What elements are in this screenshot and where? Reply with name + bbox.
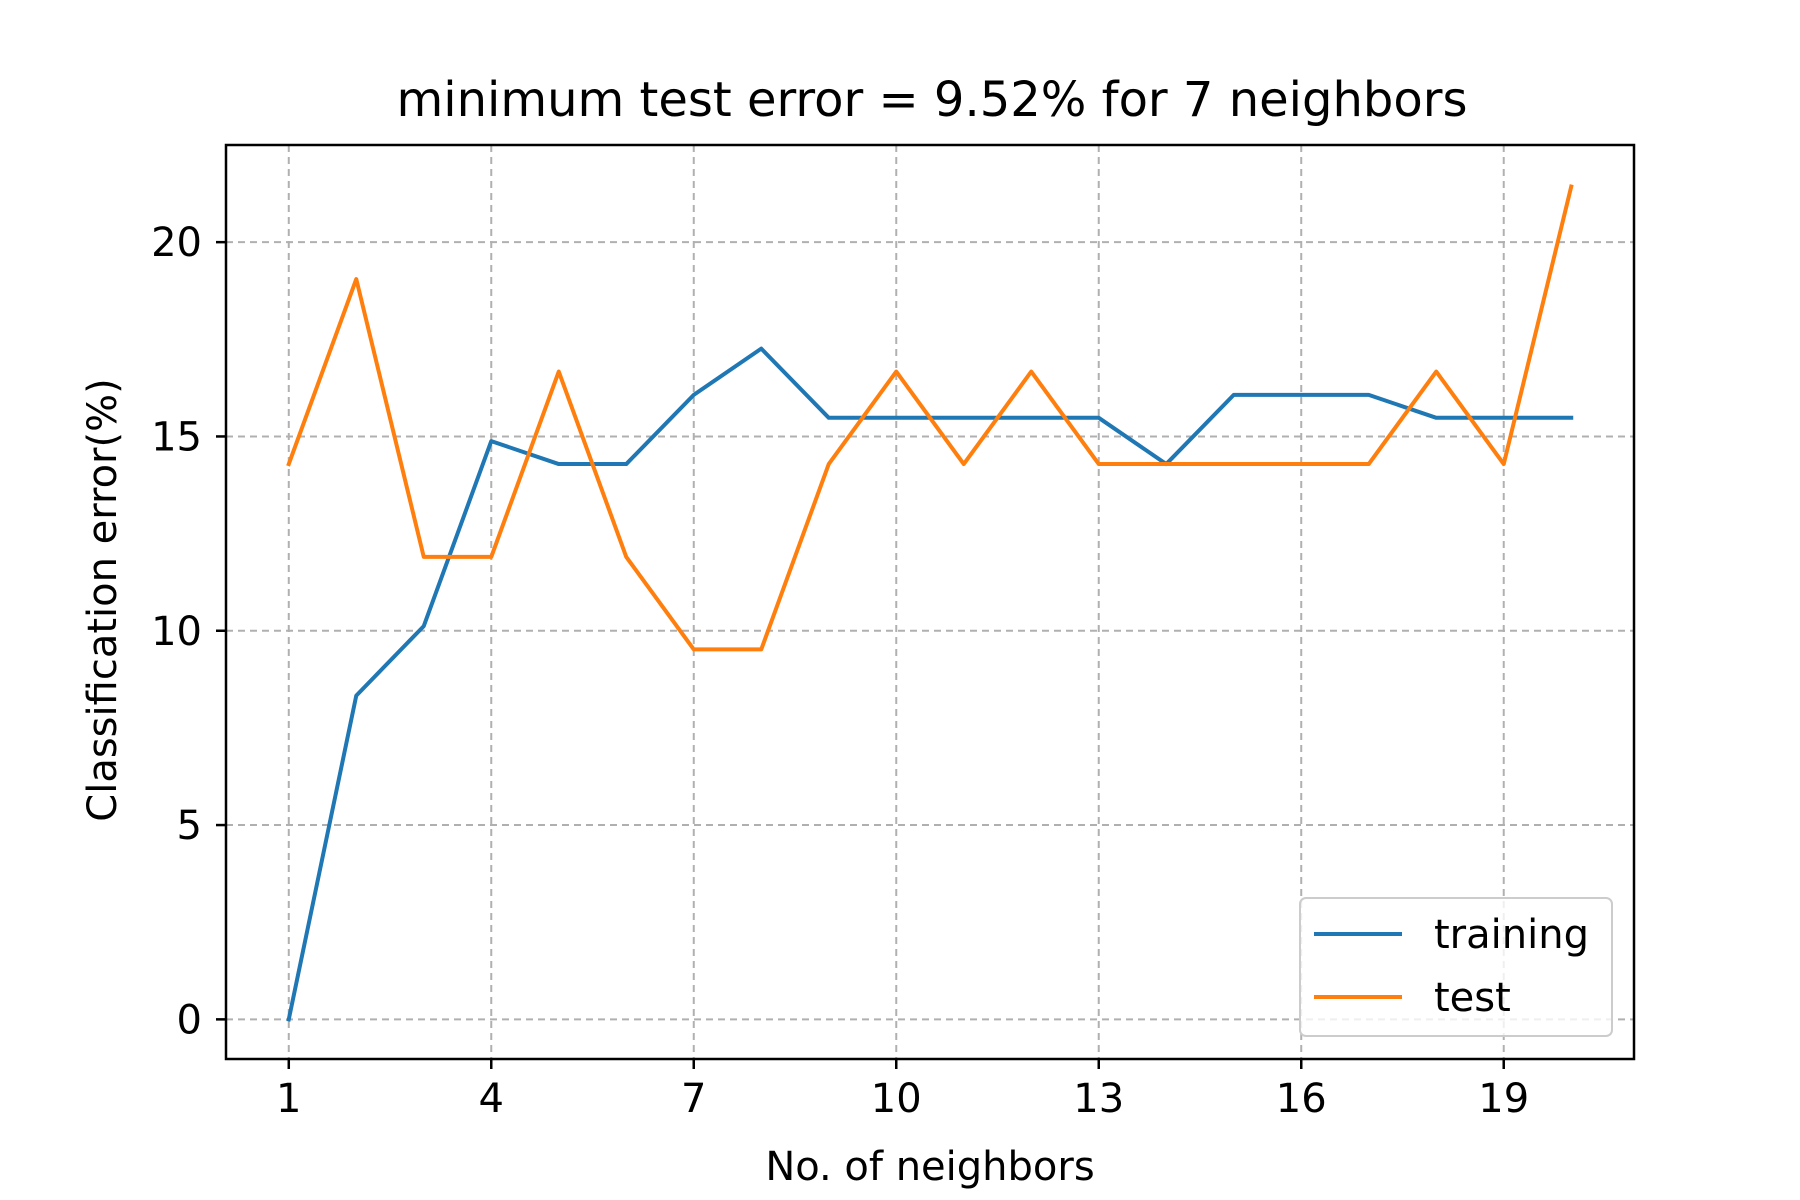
legend-label-test: test: [1434, 975, 1511, 1021]
x-tick-label: 19: [1478, 1076, 1529, 1122]
y-axis-label: Classification error(%): [80, 378, 126, 821]
legend: training test: [1299, 897, 1613, 1037]
y-tick-label: 20: [151, 220, 202, 266]
y-tick-label: 0: [177, 997, 202, 1043]
y-tick-label: 5: [177, 803, 202, 849]
x-tick-label: 13: [1073, 1076, 1124, 1122]
x-tick-label: 7: [681, 1076, 706, 1122]
series-layer: [286, 184, 1574, 1022]
x-axis-label: No. of neighbors: [765, 1144, 1094, 1190]
axis-ticks: 1 4 7 10 13 16 19 0 5 10 15 20: [151, 220, 1529, 1122]
legend-label-training: training: [1434, 912, 1589, 958]
grid: [226, 145, 1634, 1059]
x-tick-label: 16: [1276, 1076, 1327, 1122]
x-tick-label: 4: [479, 1076, 504, 1122]
plot-frame: [224, 143, 1636, 1061]
series-line-test: [286, 184, 1574, 652]
y-tick-label: 10: [151, 609, 202, 655]
y-tick-label: 15: [151, 414, 202, 460]
chart-title: minimum test error = 9.52% for 7 neighbo…: [397, 72, 1468, 128]
x-tick-label: 1: [276, 1076, 301, 1122]
x-tick-label: 10: [871, 1076, 922, 1122]
